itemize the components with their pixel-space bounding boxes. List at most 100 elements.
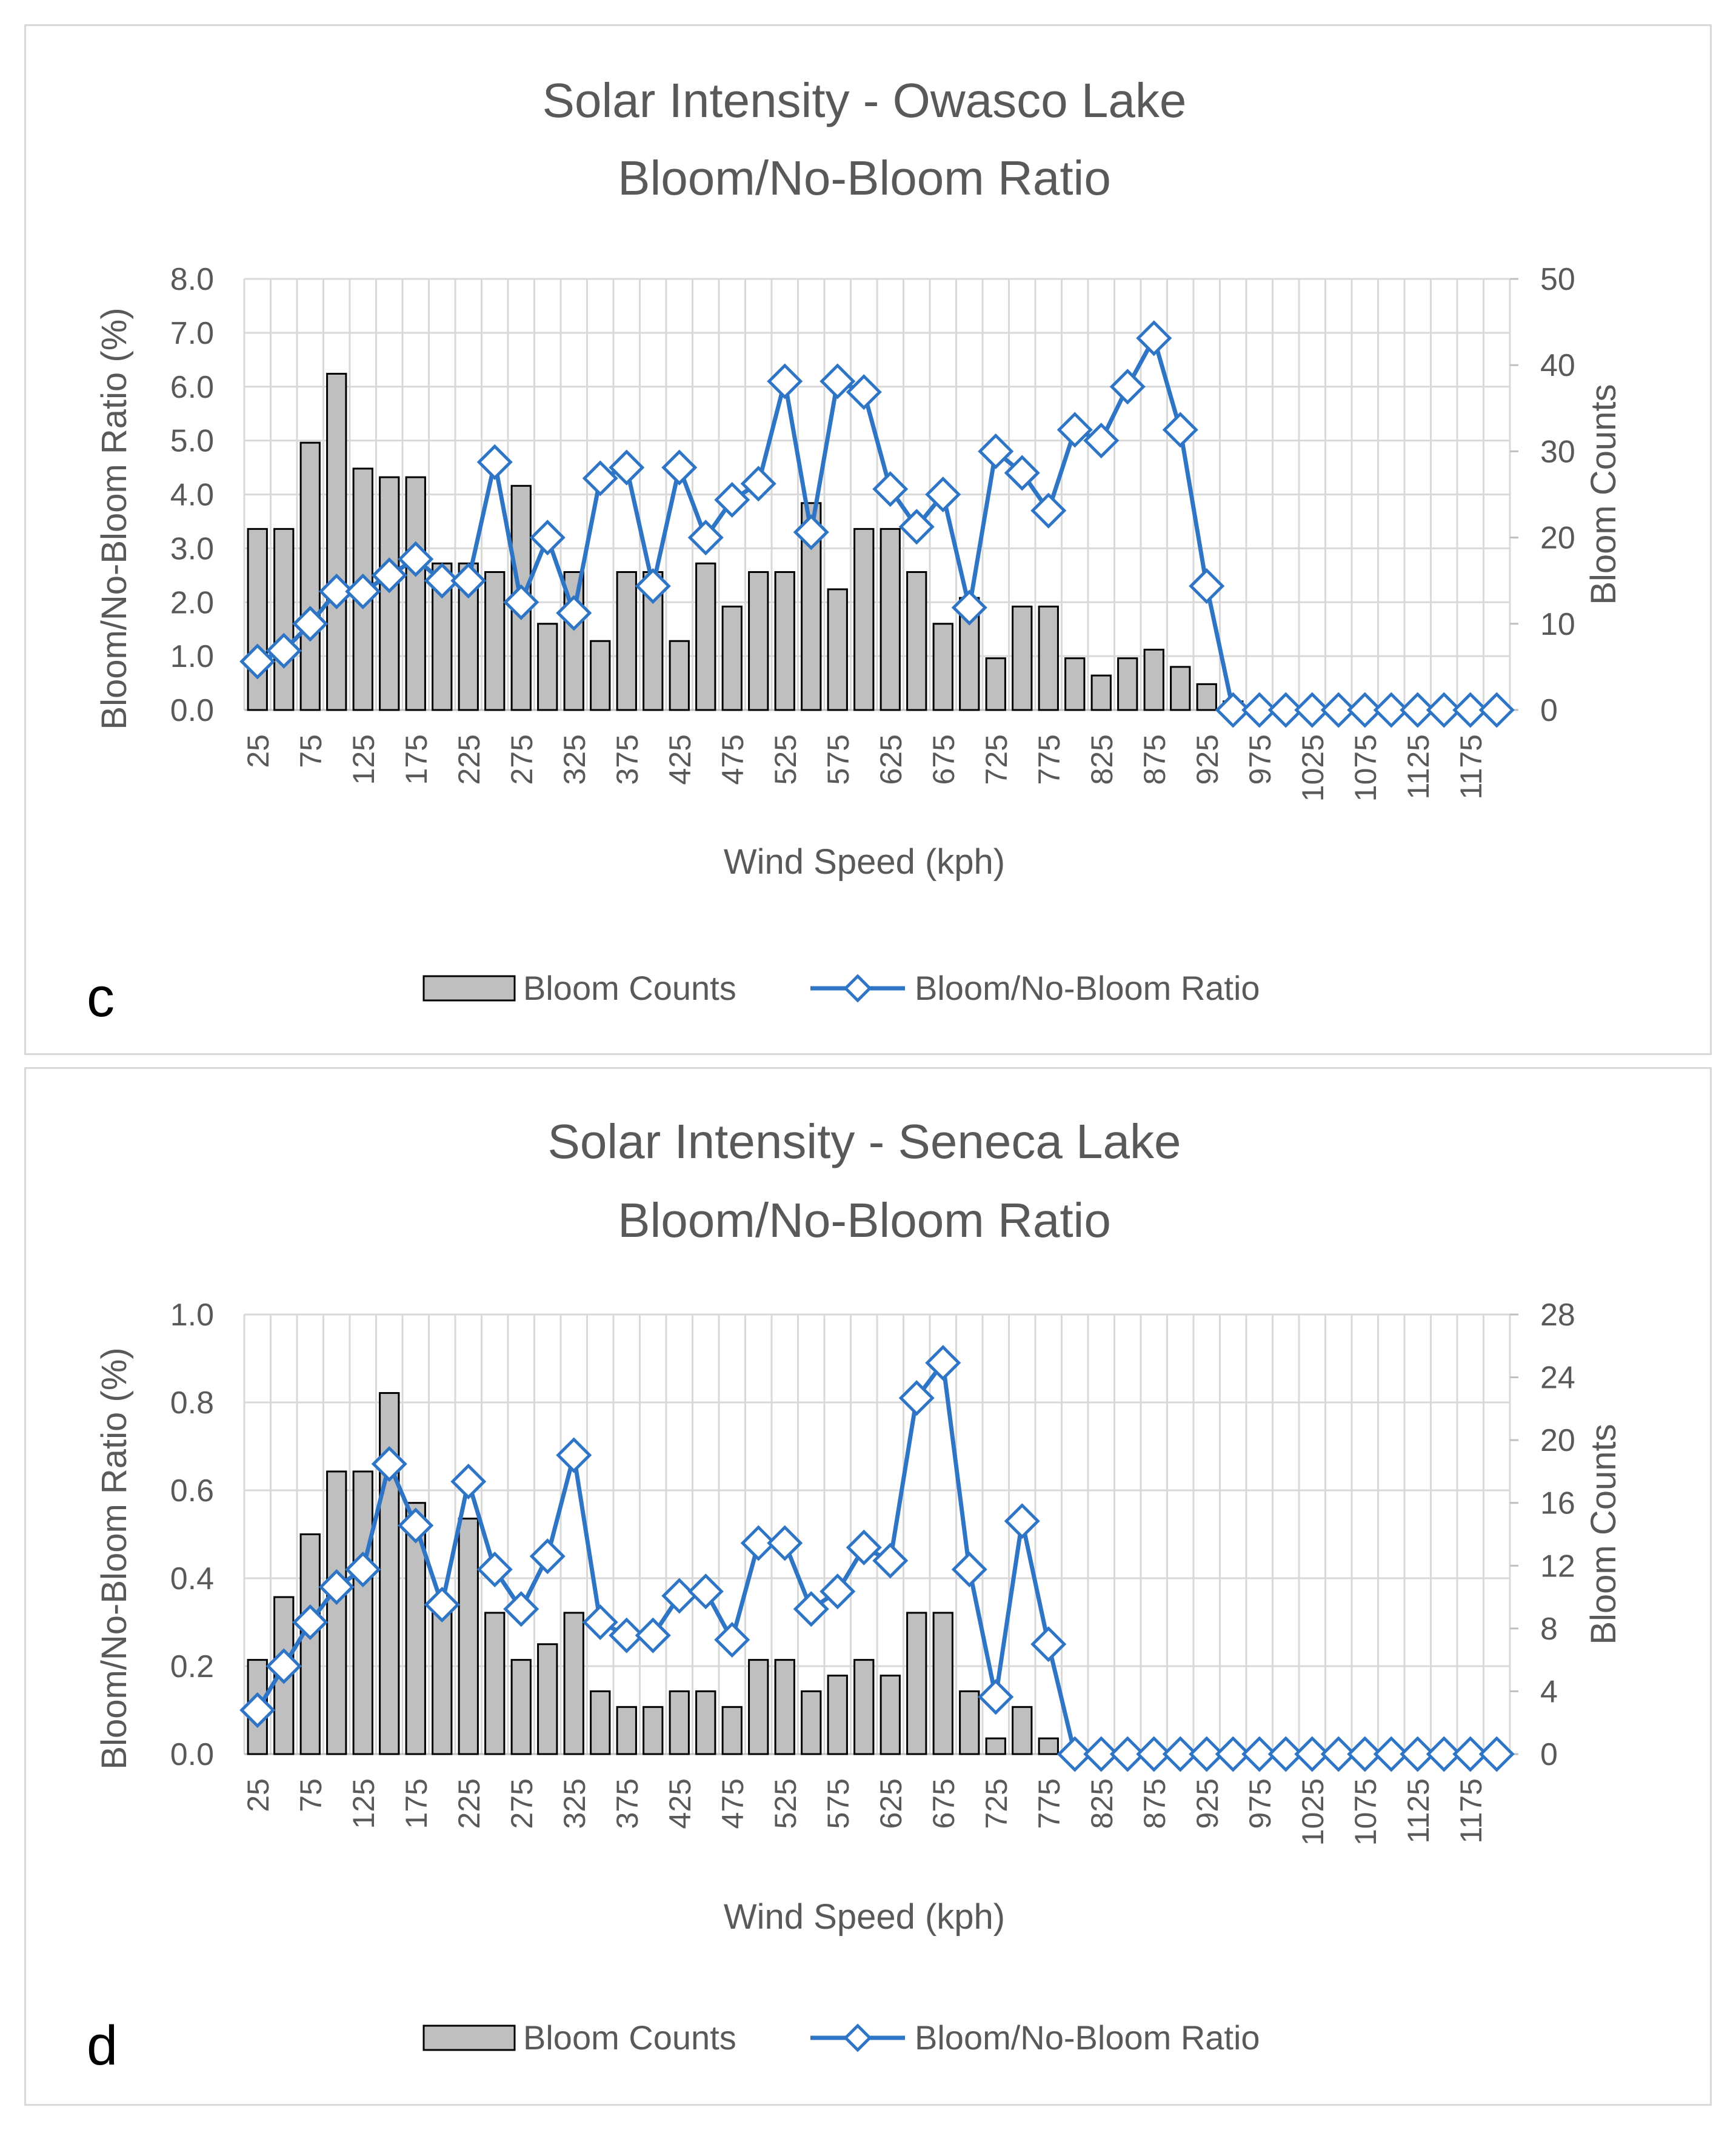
x-axis-tick-label: 1125	[1401, 734, 1435, 800]
bar-bloom-counts	[1170, 666, 1191, 711]
bar-bloom-counts	[932, 1612, 953, 1755]
marker-bloom-ratio	[503, 1591, 539, 1627]
right-axis-tick-label: 40	[1540, 348, 1575, 383]
bar-bloom-counts	[774, 1659, 795, 1755]
left-axis-tick-label: 5.0	[170, 424, 214, 459]
bar-bloom-counts	[748, 1659, 769, 1755]
x-axis-tick-label: 725	[980, 1778, 1013, 1829]
bar-bloom-counts	[590, 1690, 611, 1755]
marker-bloom-ratio	[635, 1617, 671, 1653]
marker-bloom-ratio	[345, 1551, 381, 1588]
right-axis-tick-label: 24	[1540, 1361, 1575, 1396]
marker-bloom-ratio	[1215, 692, 1251, 728]
marker-bloom-ratio	[1452, 1736, 1489, 1772]
x-axis-tick-label: 25	[241, 1778, 275, 1812]
panel-letter: d	[87, 2015, 118, 2077]
bar-bloom-counts	[1038, 605, 1059, 711]
marker-bloom-ratio	[1162, 1736, 1198, 1772]
marker-bloom-ratio	[1083, 1736, 1120, 1772]
chart-title-line2: Bloom/No-Bloom Ratio	[618, 1193, 1111, 1247]
bar-bloom-counts	[801, 1690, 822, 1755]
left-axis-tick-label: 7.0	[170, 316, 214, 351]
marker-bloom-ratio	[1347, 692, 1383, 728]
bar-bloom-counts	[853, 1659, 875, 1755]
bar-bloom-counts	[379, 476, 400, 711]
left-axis-tick-label: 2.0	[170, 585, 214, 620]
marker-bloom-ratio	[1083, 423, 1120, 459]
x-axis-tick-label: 225	[452, 734, 486, 785]
marker-bloom-ratio	[292, 1604, 329, 1641]
x-axis-title: Wind Speed (kph)	[724, 1897, 1005, 1937]
marker-bloom-ratio	[556, 595, 592, 631]
marker-bloom-ratio	[1267, 1736, 1304, 1772]
marker-bloom-ratio	[1241, 1736, 1278, 1772]
panel-letter: c	[87, 966, 115, 1028]
right-axis-tick-label: 20	[1540, 1423, 1575, 1458]
legend-swatch-bloom-counts	[422, 2025, 516, 2051]
right-axis-tick-label: 20	[1540, 521, 1575, 556]
left-axis-title: Bloom/No-Bloom Ratio (%)	[95, 1347, 134, 1769]
left-axis-title: Bloom/No-Bloom Ratio (%)	[95, 307, 134, 729]
x-axis-tick-label: 325	[558, 1778, 592, 1829]
marker-bloom-ratio	[767, 1525, 803, 1561]
x-axis-tick-label: 525	[769, 1778, 803, 1829]
x-axis-tick-label: 1125	[1401, 1778, 1435, 1844]
x-axis-tick-label: 275	[505, 1778, 539, 1829]
marker-bloom-ratio	[265, 1648, 302, 1684]
marker-bloom-ratio	[503, 584, 539, 620]
marker-bloom-ratio	[846, 1529, 882, 1566]
right-axis-tick-label: 0	[1540, 1737, 1558, 1772]
bar-bloom-counts	[484, 571, 506, 711]
marker-bloom-ratio	[1241, 692, 1278, 728]
x-axis-tick-label: 975	[1243, 734, 1277, 785]
marker-bloom-ratio	[1400, 1736, 1436, 1772]
bar-bloom-counts	[590, 640, 611, 711]
left-axis-tick-label: 6.0	[170, 370, 214, 405]
marker-bloom-ratio	[1004, 1503, 1040, 1539]
legend-label-bloom-counts: Bloom Counts	[523, 2018, 736, 2057]
left-axis-tick-label: 0.8	[170, 1385, 214, 1421]
x-axis-tick-label: 425	[663, 734, 697, 785]
bar-bloom-counts	[827, 588, 848, 711]
marker-bloom-ratio	[318, 1569, 355, 1606]
bar-bloom-counts	[721, 1706, 743, 1755]
bar-bloom-counts	[326, 372, 347, 711]
bar-bloom-counts	[827, 1675, 848, 1755]
bar-bloom-counts	[352, 1470, 373, 1755]
x-axis-tick-label: 525	[769, 734, 803, 785]
chart-title-line1: Solar Intensity - Seneca Lake	[547, 1114, 1181, 1168]
marker-bloom-ratio	[661, 1578, 698, 1614]
marker-bloom-ratio	[898, 509, 935, 545]
marker-bloom-ratio	[1452, 692, 1489, 728]
x-axis-tick-label: 175	[399, 734, 433, 785]
marker-bloom-ratio	[450, 1463, 487, 1500]
marker-bloom-ratio	[371, 1445, 407, 1482]
x-axis-tick-label: 1075	[1349, 734, 1383, 802]
marker-bloom-ratio	[582, 1604, 618, 1641]
marker-bloom-ratio	[872, 471, 909, 507]
marker-bloom-ratio	[1189, 1736, 1225, 1772]
bar-bloom-counts	[1064, 657, 1086, 711]
marker-bloom-ratio	[292, 606, 329, 642]
marker-bloom-ratio	[450, 563, 487, 599]
bar-bloom-counts	[537, 623, 558, 711]
x-axis-tick-label: 75	[294, 1778, 328, 1812]
marker-bloom-ratio	[872, 1542, 909, 1579]
marker-bloom-ratio	[951, 589, 987, 626]
marker-bloom-ratio	[476, 444, 513, 480]
x-axis-tick-label: 575	[821, 1778, 855, 1829]
bar-bloom-counts	[458, 1518, 479, 1755]
x-axis-tick-label: 175	[399, 1778, 433, 1829]
marker-bloom-ratio	[1373, 692, 1409, 728]
x-axis-tick-label: 925	[1190, 1778, 1224, 1829]
left-axis-tick-label: 0.4	[170, 1561, 214, 1596]
right-axis-tick-label: 8	[1540, 1612, 1558, 1647]
bar-bloom-counts	[880, 1675, 901, 1755]
left-axis-tick-label: 0.0	[170, 1737, 214, 1772]
bar-bloom-counts	[1012, 1706, 1033, 1755]
bar-bloom-counts	[247, 527, 268, 711]
left-axis-tick-label: 4.0	[170, 478, 214, 513]
marker-bloom-ratio	[1400, 692, 1436, 728]
marker-bloom-ratio	[398, 1507, 434, 1544]
legend-label-bloom-counts: Bloom Counts	[523, 969, 736, 1007]
